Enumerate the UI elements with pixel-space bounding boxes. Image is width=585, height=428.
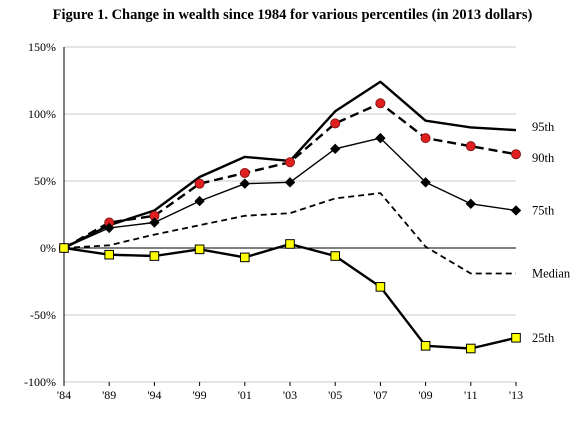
point-75th bbox=[420, 177, 431, 188]
series-label-median: Median bbox=[532, 266, 571, 280]
series-line-75th bbox=[63, 137, 517, 249]
x-tick-label: '99 bbox=[193, 388, 207, 402]
x-tick-label: '11 bbox=[464, 388, 478, 402]
y-tick-label: -100% bbox=[24, 375, 56, 389]
point-25th bbox=[420, 341, 431, 351]
point-25th bbox=[59, 243, 69, 253]
point-25th bbox=[104, 249, 115, 260]
point-75th bbox=[194, 195, 205, 207]
x-tick-label: '01 bbox=[238, 388, 252, 402]
point-90th bbox=[284, 157, 295, 168]
series-line-median bbox=[63, 192, 516, 275]
point-90th bbox=[465, 141, 476, 152]
point-25th bbox=[375, 282, 386, 292]
point-25th bbox=[285, 239, 295, 249]
point-90th bbox=[510, 149, 521, 160]
x-tick-label: '84 bbox=[57, 388, 71, 402]
point-90th bbox=[420, 133, 431, 144]
series-label-25th: 25th bbox=[532, 331, 555, 345]
x-tick-label: '89 bbox=[102, 388, 116, 402]
point-75th bbox=[239, 178, 250, 189]
series-label-75th: 75th bbox=[532, 203, 555, 217]
point-25th bbox=[466, 343, 476, 354]
y-tick-label: 150% bbox=[28, 40, 56, 54]
point-25th bbox=[330, 251, 340, 261]
chart-title: Figure 1. Change in wealth since 1984 fo… bbox=[52, 7, 533, 23]
point-90th bbox=[330, 118, 341, 129]
point-25th bbox=[149, 251, 160, 261]
point-75th bbox=[465, 198, 476, 209]
point-75th bbox=[375, 132, 386, 144]
point-90th bbox=[194, 178, 205, 189]
point-75th bbox=[510, 205, 522, 216]
point-90th bbox=[375, 98, 386, 109]
point-75th bbox=[284, 177, 296, 188]
point-25th bbox=[511, 332, 521, 343]
y-tick-label: 0% bbox=[40, 241, 56, 255]
point-75th bbox=[149, 217, 160, 228]
series-label-90th: 90th bbox=[532, 151, 555, 165]
series-line-25th bbox=[63, 242, 517, 350]
point-75th bbox=[330, 143, 341, 155]
point-90th bbox=[239, 167, 250, 178]
x-tick-label: '13 bbox=[509, 388, 523, 402]
point-75th bbox=[104, 222, 115, 234]
y-tick-label: -50% bbox=[30, 308, 56, 322]
x-tick-label: '03 bbox=[283, 388, 297, 402]
series-label-95th: 95th bbox=[532, 120, 555, 134]
point-25th bbox=[240, 252, 250, 263]
x-tick-label: '94 bbox=[147, 388, 161, 402]
y-tick-label: 100% bbox=[28, 107, 56, 121]
x-tick-label: '09 bbox=[419, 388, 433, 402]
point-25th bbox=[194, 244, 205, 255]
x-tick-label: '05 bbox=[328, 388, 342, 402]
y-tick-label: 50% bbox=[34, 174, 56, 188]
x-tick-label: '07 bbox=[373, 388, 387, 402]
